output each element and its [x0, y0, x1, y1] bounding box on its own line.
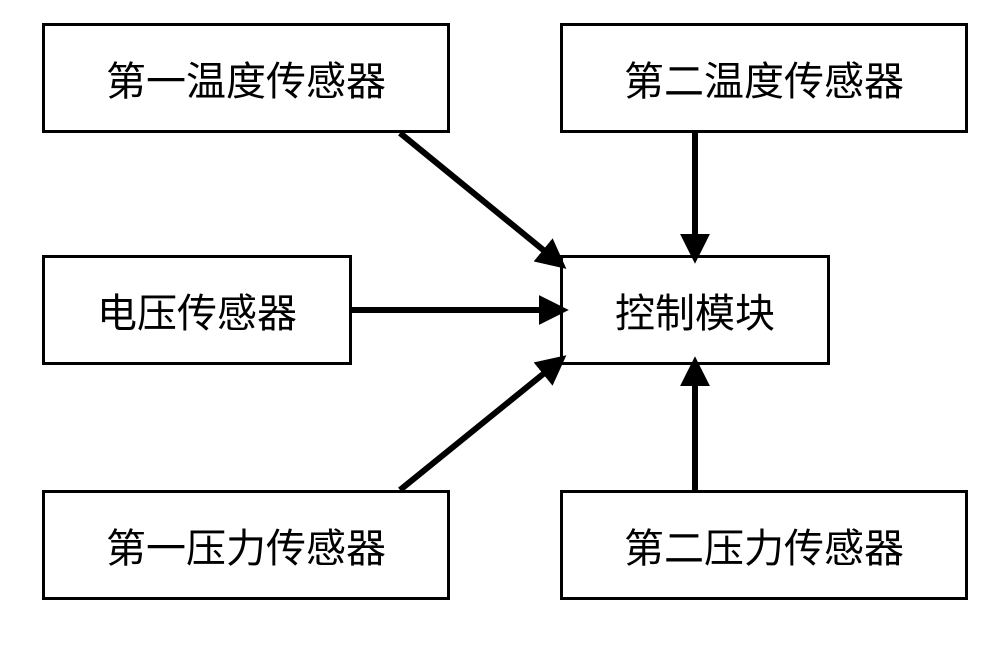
node-temp-sensor-1: 第一温度传感器 — [42, 23, 450, 133]
node-control-module: 控制模块 — [560, 255, 830, 365]
node-label: 第二压力传感器 — [624, 516, 904, 574]
node-pressure-sensor-1: 第一压力传感器 — [42, 490, 450, 600]
node-label: 电压传感器 — [97, 281, 297, 339]
node-pressure-sensor-2: 第二压力传感器 — [560, 490, 968, 600]
edge-n1-n4 — [400, 133, 558, 262]
node-label: 第二温度传感器 — [624, 49, 904, 107]
node-voltage-sensor: 电压传感器 — [42, 255, 352, 365]
edge-n5-n4 — [400, 362, 558, 490]
node-label: 第一温度传感器 — [106, 49, 386, 107]
node-label: 控制模块 — [615, 281, 775, 339]
node-temp-sensor-2: 第二温度传感器 — [560, 23, 968, 133]
node-label: 第一压力传感器 — [106, 516, 386, 574]
